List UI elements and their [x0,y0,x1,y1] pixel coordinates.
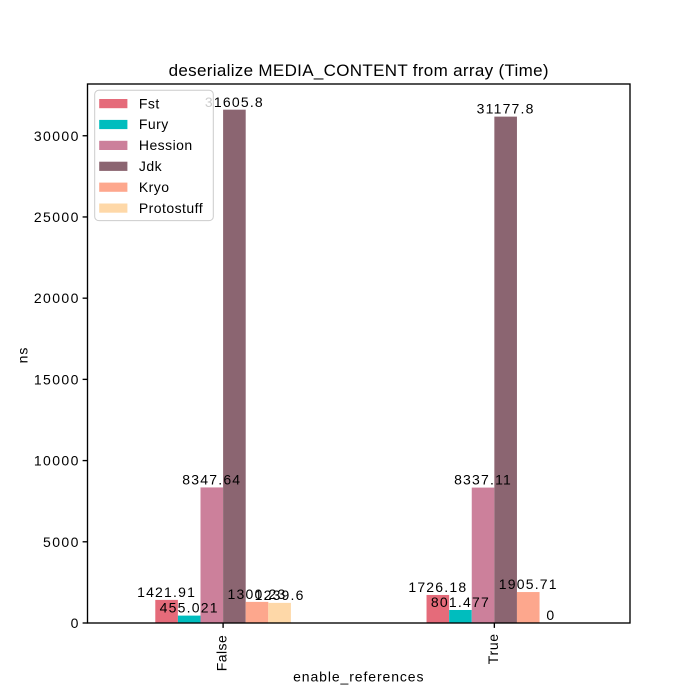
svg-text:Fury: Fury [139,116,169,132]
svg-text:0: 0 [71,615,80,631]
svg-text:Fst: Fst [139,95,160,111]
svg-text:Jdk: Jdk [139,158,163,174]
svg-text:1239.6: 1239.6 [255,587,305,603]
svg-text:801.477: 801.477 [431,594,490,610]
svg-text:1905.71: 1905.71 [499,576,558,592]
svg-text:10000: 10000 [34,453,80,469]
svg-text:5000: 5000 [43,534,80,550]
svg-text:31605.8: 31605.8 [205,94,264,110]
svg-text:15000: 15000 [34,371,80,387]
svg-text:Kryo: Kryo [139,179,170,195]
svg-text:0: 0 [546,607,555,623]
svg-text:Hession: Hession [139,137,193,153]
svg-text:1726.18: 1726.18 [408,579,467,595]
svg-text:31177.8: 31177.8 [477,101,535,117]
svg-text:8347.64: 8347.64 [182,472,241,488]
svg-text:1421.91: 1421.91 [137,584,196,600]
svg-text:deserialize MEDIA_CONTENT from: deserialize MEDIA_CONTENT from array (Ti… [169,61,549,80]
svg-text:ns: ns [14,347,30,364]
svg-text:False: False [214,635,230,671]
svg-text:455.021: 455.021 [160,600,219,616]
svg-text:25000: 25000 [34,209,80,225]
svg-text:1300.23: 1300.23 [228,586,287,602]
svg-text:enable_references: enable_references [293,669,424,685]
svg-text:20000: 20000 [34,290,80,306]
svg-text:Protostuff: Protostuff [139,200,203,216]
svg-text:True: True [485,633,501,664]
svg-text:8337.11: 8337.11 [454,472,512,488]
svg-text:30000: 30000 [34,128,80,144]
